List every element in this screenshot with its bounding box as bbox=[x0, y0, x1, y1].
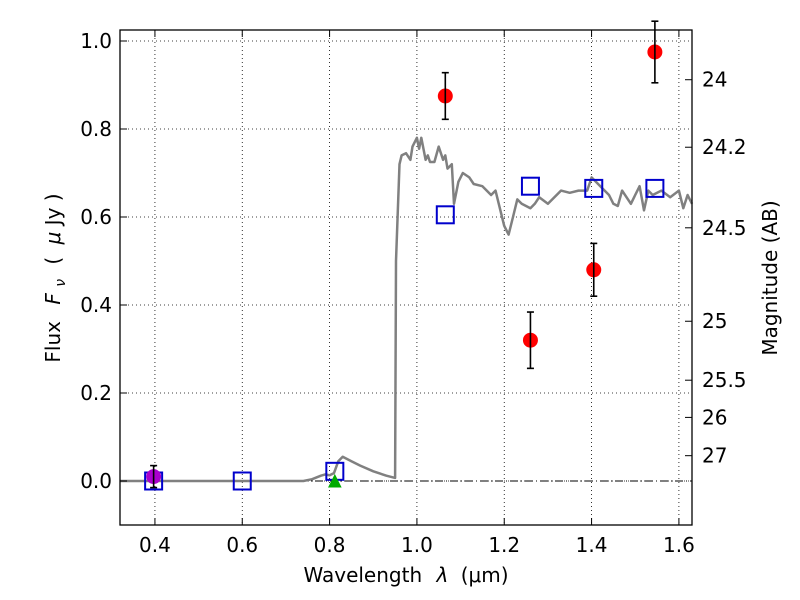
ticks: 0.4 0.6 0.8 1.0 1.2 1.4 1.6 0.0 0.2 0.4 0.6 0.8 1.0 2… bbox=[80, 29, 746, 557]
plot-frame bbox=[119, 29, 693, 526]
x-tick-label: 1.4 bbox=[576, 533, 608, 557]
model-photometry-square bbox=[232, 471, 252, 491]
plot-background bbox=[120, 30, 692, 525]
x-axis-label: Wavelength λ (μm) bbox=[303, 563, 508, 587]
x-axis-label-symbol: λ bbox=[436, 563, 449, 587]
model-spectrum-line bbox=[120, 136, 694, 483]
mag-tick-label: 27 bbox=[702, 444, 727, 468]
y-axis-label-text: Flux bbox=[41, 321, 65, 363]
data-marks bbox=[144, 20, 665, 491]
x-axis-label-unit: (μm) bbox=[461, 563, 509, 587]
y-axis-label-unit-rest: Jy ) bbox=[41, 193, 65, 227]
y-tick-label: 0.0 bbox=[80, 469, 112, 493]
model-photometry-square bbox=[645, 178, 665, 198]
x-tick-label: 1.0 bbox=[401, 533, 433, 557]
y-tick-label: 0.2 bbox=[80, 381, 112, 405]
x-tick-label: 0.6 bbox=[226, 533, 258, 557]
green-triangle-point bbox=[328, 473, 342, 488]
mag-tick-label: 25 bbox=[702, 309, 727, 333]
x-axis-label-text: Wavelength bbox=[303, 563, 422, 587]
x-tick-label: 1.6 bbox=[663, 533, 695, 557]
x-tick-label: 0.4 bbox=[139, 533, 171, 557]
model-photometry-square bbox=[435, 205, 455, 225]
mag-tick-label: 25.5 bbox=[702, 368, 747, 392]
x-tick-label: 0.8 bbox=[314, 533, 346, 557]
model-photometry-square bbox=[584, 178, 604, 198]
x-tick-label: 1.2 bbox=[488, 533, 520, 557]
mag-tick-label: 24 bbox=[702, 68, 727, 92]
y-tick-label: 0.4 bbox=[80, 293, 112, 317]
y-axis-label-subscript: ν bbox=[53, 279, 69, 287]
mag-tick-label: 24.2 bbox=[702, 135, 747, 159]
mag-tick-label: 26 bbox=[702, 405, 727, 429]
model-photometry-square bbox=[520, 176, 540, 196]
y-axis-label-unit-open: ( bbox=[41, 257, 65, 265]
y-axis-label: Flux F ν ( μ Jy ) bbox=[41, 193, 70, 362]
y-tick-label: 1.0 bbox=[80, 29, 112, 53]
y-tick-label: 0.6 bbox=[80, 205, 112, 229]
mag-tick-label: 24.5 bbox=[702, 216, 747, 240]
y2-axis-label: Magnitude (AB) bbox=[758, 200, 782, 355]
y-axis-label-unit-mu: μ bbox=[41, 232, 65, 246]
y-tick-label: 0.8 bbox=[80, 117, 112, 141]
y-axis-label-symbol: F bbox=[41, 293, 65, 305]
